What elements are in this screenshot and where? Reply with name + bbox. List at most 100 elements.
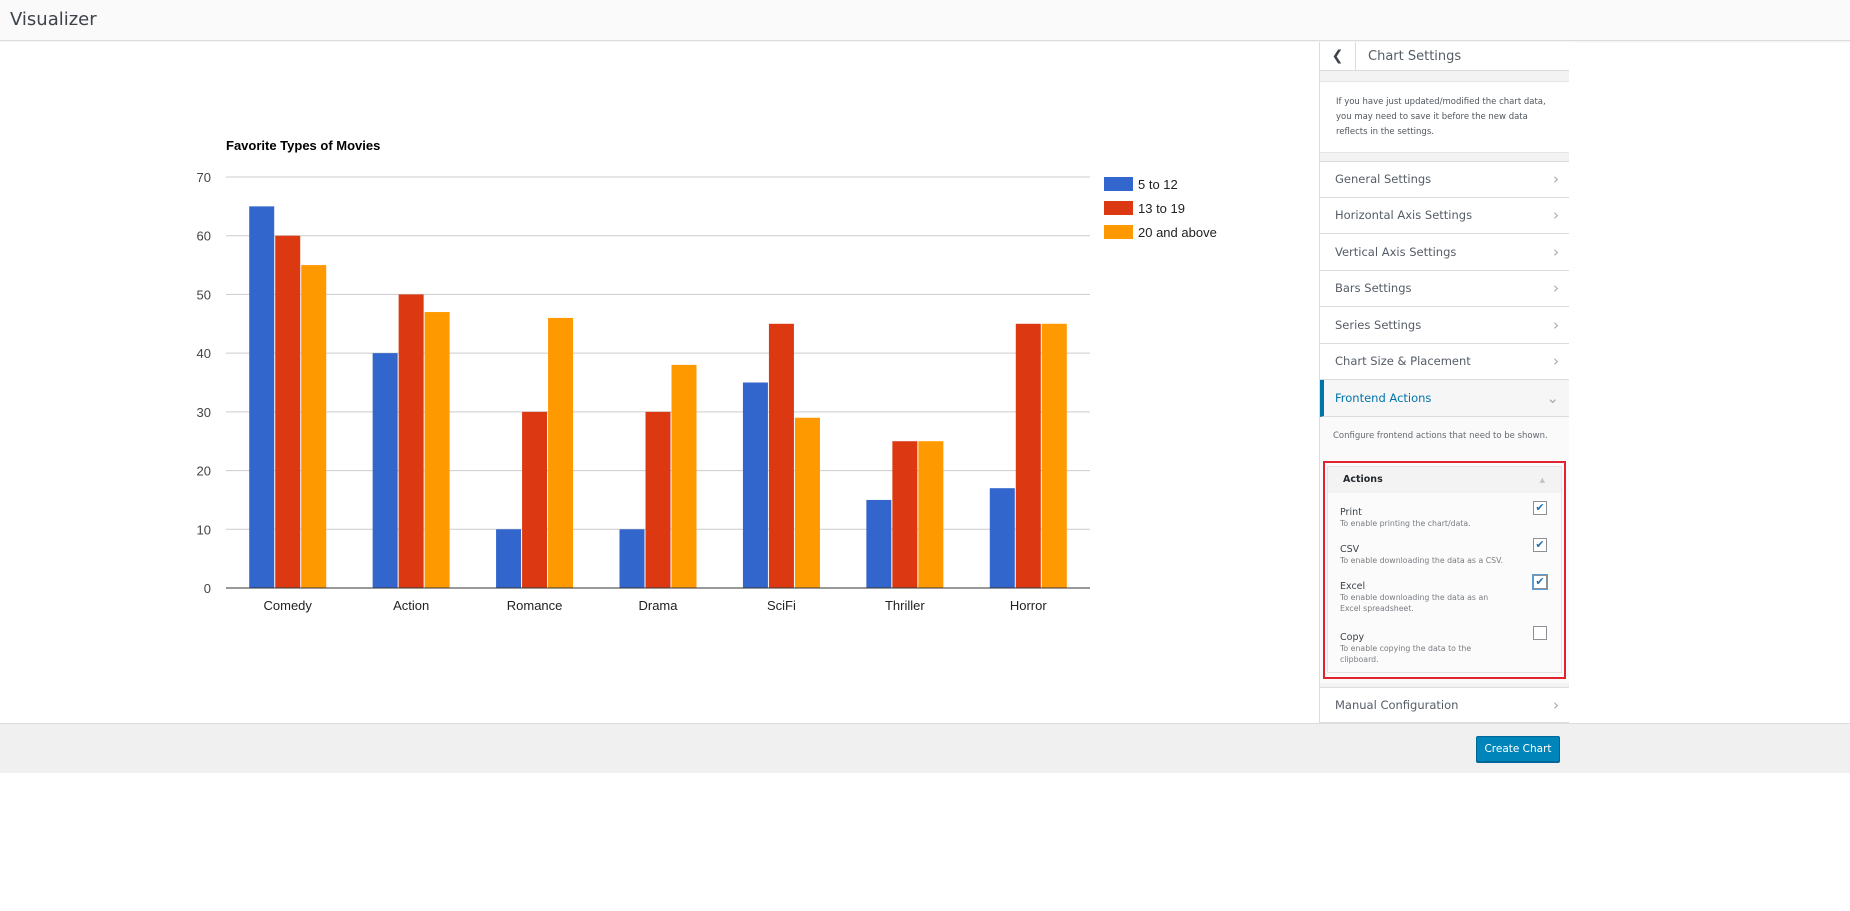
bar-chart: Favorite Types of Movies 0 10 20 30 40 50 60 70 C… (197, 138, 1217, 613)
chevron-right-icon: › (1553, 170, 1559, 189)
page-background (0, 773, 1850, 911)
checkmark-icon: ✔ (1535, 501, 1545, 514)
section-label: Frontend Actions (1335, 390, 1432, 405)
chart-title: Favorite Types of Movies (226, 138, 380, 153)
bar[interactable] (372, 353, 398, 588)
back-button[interactable]: ❮ (1320, 42, 1356, 71)
chevron-right-icon: › (1553, 242, 1559, 261)
legend-swatch (1104, 201, 1133, 215)
chevron-right-icon: › (1553, 279, 1559, 298)
section-label: General Settings (1335, 172, 1432, 187)
action-print: Print To enable printing the chart/data. ✔ (1328, 500, 1561, 538)
x-tick-label: Horror (1010, 598, 1048, 613)
x-tick-label: SciFi (767, 598, 796, 613)
legend-swatch (1104, 225, 1133, 239)
section-manual-configuration[interactable]: Manual Configuration › (1320, 686, 1569, 723)
top-bar: Visualizer (0, 0, 1850, 41)
y-tick-label: 20 (197, 464, 211, 479)
bar[interactable] (866, 499, 892, 588)
bar[interactable] (794, 417, 820, 588)
bar[interactable] (275, 235, 301, 588)
x-tick-label: Action (393, 598, 429, 613)
chevron-right-icon: › (1553, 206, 1559, 225)
actions-group-header[interactable]: Actions ▲ (1328, 466, 1561, 493)
data-notice: If you have just updated/modified the ch… (1320, 81, 1569, 153)
bar[interactable] (249, 206, 275, 588)
frontend-actions-panel: Configure frontend actions that need to … (1320, 416, 1569, 683)
bar[interactable] (989, 488, 1015, 588)
footer-bar: Create Chart (0, 723, 1850, 773)
create-chart-button[interactable]: Create Chart (1476, 736, 1560, 762)
y-tick-label: 60 (197, 229, 211, 244)
section-label: Manual Configuration (1335, 697, 1459, 712)
sidebar-title: Chart Settings (1368, 48, 1462, 64)
action-label: Print (1340, 506, 1362, 518)
y-tick-label: 0 (204, 581, 211, 596)
action-label: Excel (1340, 580, 1366, 592)
y-tick-label: 40 (197, 346, 211, 361)
y-tick-label: 10 (197, 522, 211, 537)
bar[interactable] (742, 382, 768, 589)
section-description: Configure frontend actions that need to … (1333, 430, 1548, 441)
bar[interactable] (424, 312, 450, 588)
settings-sidebar: ❮ Chart Settings If you have just update… (1319, 42, 1569, 723)
actions-group-title: Actions (1343, 474, 1383, 485)
bar[interactable] (398, 294, 424, 588)
section-label: Chart Size & Placement (1335, 354, 1471, 369)
section-chart-size-placement[interactable]: Chart Size & Placement › (1320, 343, 1569, 380)
sidebar-header: ❮ Chart Settings (1320, 42, 1569, 71)
x-tick-label: Thriller (885, 598, 925, 613)
section-frontend-actions[interactable]: Frontend Actions ⌄ (1320, 380, 1569, 417)
copy-checkbox[interactable] (1533, 625, 1547, 640)
print-checkbox[interactable]: ✔ (1533, 500, 1547, 515)
section-vertical-axis-settings[interactable]: Vertical Axis Settings › (1320, 234, 1569, 271)
action-hint: To enable downloading the data as a CSV. (1340, 555, 1503, 565)
section-bars-settings[interactable]: Bars Settings › (1320, 270, 1569, 307)
legend-label[interactable]: 5 to 12 (1138, 177, 1178, 192)
bar[interactable] (671, 364, 697, 588)
checkmark-icon: ✔ (1535, 575, 1545, 588)
bar[interactable] (1041, 323, 1067, 588)
legend-label[interactable]: 13 to 19 (1138, 201, 1185, 216)
action-hint: To enable downloading the data as an Exc… (1340, 592, 1489, 613)
section-label: Vertical Axis Settings (1335, 244, 1457, 259)
bar[interactable] (301, 265, 327, 588)
bar[interactable] (1015, 323, 1041, 588)
caret-up-icon: ▲ (1539, 475, 1545, 484)
section-label: Series Settings (1335, 317, 1422, 332)
action-copy: Copy To enable copying the data to the cl… (1328, 625, 1561, 666)
actions-group: Actions ▲ Print To enable printing the ch… (1327, 465, 1562, 673)
action-label: Copy (1340, 631, 1365, 643)
bar[interactable] (892, 441, 918, 588)
section-horizontal-axis-settings[interactable]: Horizontal Axis Settings › (1320, 197, 1569, 234)
bar[interactable] (918, 441, 944, 588)
action-hint: To enable printing the chart/data. (1340, 518, 1471, 528)
y-tick-label: 30 (197, 405, 211, 420)
bar[interactable] (522, 411, 548, 588)
action-csv: CSV To enable downloading the data as a C… (1328, 537, 1561, 575)
bar[interactable] (768, 323, 794, 588)
y-tick-label: 50 (197, 287, 211, 302)
bar[interactable] (496, 529, 522, 588)
chevron-down-icon: ⌄ (1546, 388, 1559, 407)
chart-area: Favorite Types of Movies 0 10 20 30 40 50 60 70 C… (0, 42, 1319, 723)
settings-sections: General Settings › Horizontal Axis Setting… (1320, 161, 1569, 380)
checkmark-icon: ✔ (1535, 538, 1545, 551)
action-label: CSV (1340, 543, 1360, 555)
legend-swatch (1104, 177, 1133, 191)
action-hint: To enable copying the data to the clipbo… (1340, 643, 1472, 664)
csv-checkbox[interactable]: ✔ (1533, 537, 1547, 552)
excel-checkbox[interactable]: ✔ (1533, 574, 1547, 589)
bar[interactable] (645, 411, 671, 588)
section-general-settings[interactable]: General Settings › (1320, 161, 1569, 198)
section-label: Bars Settings (1335, 281, 1412, 296)
section-label: Horizontal Axis Settings (1335, 208, 1473, 223)
section-series-settings[interactable]: Series Settings › (1320, 307, 1569, 344)
chevron-right-icon: › (1553, 695, 1559, 714)
bar[interactable] (548, 317, 574, 588)
chevron-right-icon: › (1553, 352, 1559, 371)
chevron-right-icon: › (1553, 315, 1559, 334)
y-tick-label: 70 (197, 170, 211, 185)
legend-label[interactable]: 20 and above (1138, 225, 1217, 240)
bar[interactable] (619, 529, 645, 588)
